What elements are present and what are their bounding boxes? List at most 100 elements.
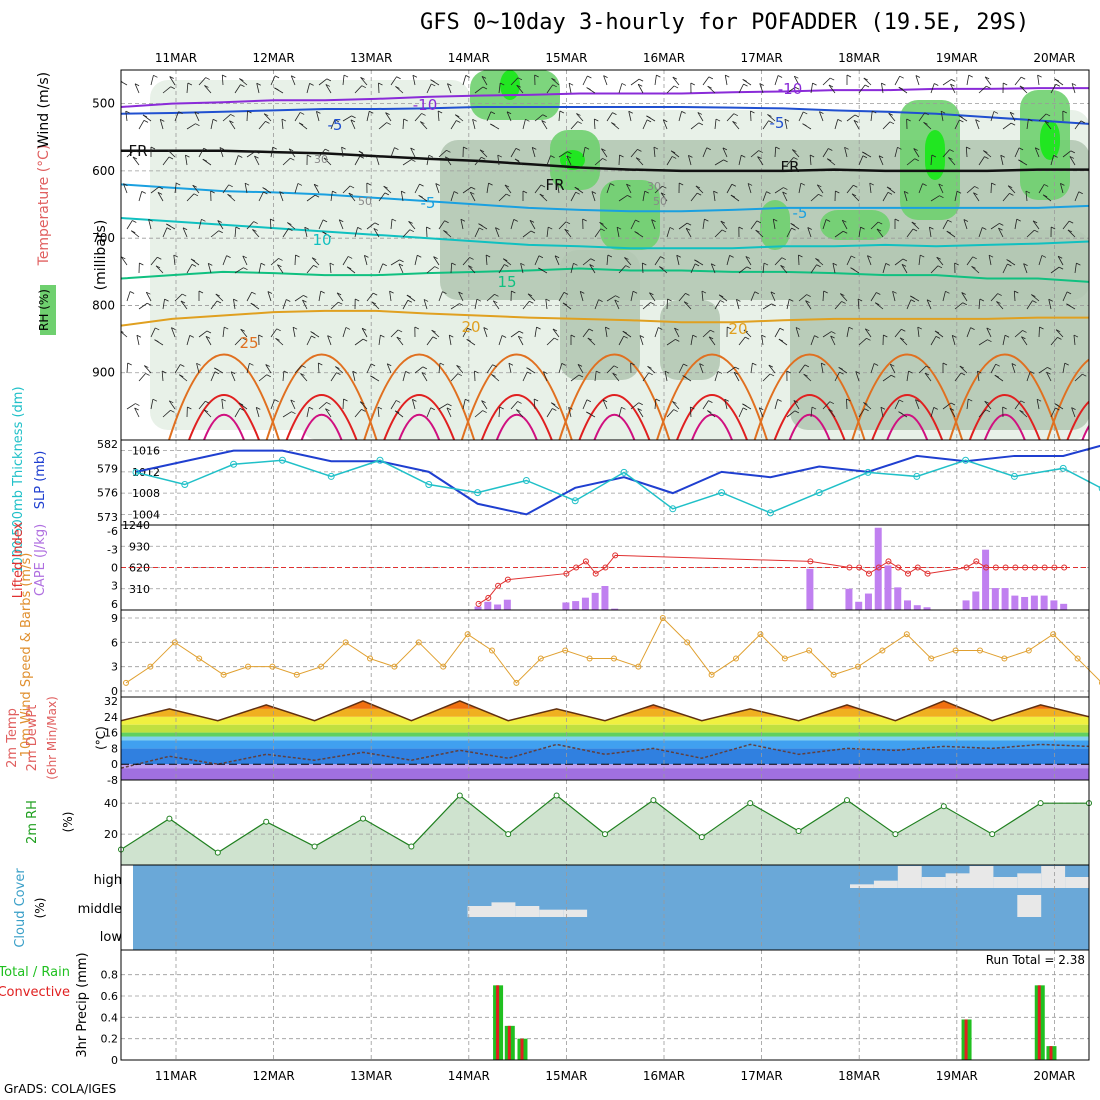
wind-barb-flag bbox=[951, 79, 956, 82]
wind-barb-flag bbox=[634, 231, 639, 234]
contour-label: -5 bbox=[793, 204, 808, 222]
wind-barb-flag bbox=[653, 146, 659, 150]
wind-barb-flag bbox=[472, 118, 477, 122]
wind-barb-flag bbox=[359, 155, 365, 159]
wind-barb-flag bbox=[421, 113, 426, 116]
wind-barb-flag bbox=[189, 335, 194, 338]
cloud-high-bar bbox=[1041, 866, 1066, 888]
wind-barb-flag bbox=[656, 74, 661, 78]
wind-barb-flag bbox=[986, 85, 991, 89]
wind-barb bbox=[618, 154, 620, 166]
wind-barb bbox=[986, 327, 992, 338]
wind-barb-flag bbox=[1055, 407, 1060, 411]
wind-barb-flag bbox=[761, 334, 766, 338]
wind-barb bbox=[780, 265, 788, 274]
isotherm-temp_m10 bbox=[121, 87, 1089, 108]
thickness-point bbox=[278, 456, 286, 464]
wind-barb-flag bbox=[987, 339, 992, 343]
wind-barb-flag bbox=[922, 183, 927, 187]
wind-barb bbox=[438, 220, 445, 230]
wind-barb-flag bbox=[290, 157, 295, 161]
wind-barb-flag bbox=[241, 337, 247, 341]
wind-barb-flag bbox=[249, 362, 254, 366]
wind-barb-flag bbox=[983, 150, 988, 153]
wind-barb-flag bbox=[383, 185, 388, 189]
wind-barb bbox=[541, 120, 548, 130]
wind-barb-flag bbox=[1055, 83, 1061, 87]
wind-barb-flag bbox=[343, 74, 349, 78]
wind-barb bbox=[554, 255, 560, 266]
top-date-label: 16MAR bbox=[643, 51, 685, 65]
wind-barb-flag bbox=[734, 366, 740, 370]
wind-barb-flag bbox=[276, 328, 281, 332]
wind-barb bbox=[437, 111, 440, 122]
wind-barb bbox=[1067, 229, 1076, 238]
wind-barb bbox=[798, 254, 800, 266]
wind-barb bbox=[123, 183, 128, 194]
wind-barb-flag bbox=[612, 112, 617, 115]
wind-barb bbox=[1037, 75, 1040, 86]
wind-speed-point bbox=[1025, 647, 1032, 654]
contour-label: FR bbox=[780, 158, 799, 176]
upper-y-tick: 500 bbox=[92, 97, 115, 111]
wind-barb-flag bbox=[669, 227, 675, 230]
wind-barb bbox=[317, 362, 320, 374]
wind-barb bbox=[378, 335, 381, 346]
wind-barb-flag bbox=[371, 301, 377, 305]
wind-barb bbox=[762, 373, 771, 382]
li-tick: -3 bbox=[107, 543, 118, 556]
wind-barb bbox=[198, 330, 208, 338]
wind-barb bbox=[582, 328, 590, 338]
wind-barb bbox=[772, 219, 776, 230]
wind-barb bbox=[534, 255, 540, 266]
wind-barb-flag bbox=[1064, 362, 1069, 366]
wind-barb-flag bbox=[615, 295, 620, 299]
li-tick: 6 bbox=[111, 598, 118, 611]
wind-barb-flag bbox=[725, 74, 730, 78]
wind-barb-flag bbox=[790, 223, 795, 226]
wind-barb-flag bbox=[411, 159, 416, 162]
wind-barb bbox=[1002, 193, 1010, 202]
cloud-high-bar bbox=[993, 877, 1018, 888]
upper-wind-label: Wind (m/s) bbox=[36, 72, 52, 148]
wind-barb-flag bbox=[708, 336, 714, 340]
thickness-point bbox=[620, 468, 628, 476]
wind-barb-flag bbox=[685, 292, 690, 296]
wind-barb-flag bbox=[848, 326, 854, 330]
wind-barb bbox=[385, 112, 392, 122]
wind-barb bbox=[498, 193, 507, 202]
wind-barb-flag bbox=[924, 112, 929, 116]
wind-barb bbox=[341, 147, 344, 158]
wind-barb-flag bbox=[605, 326, 610, 330]
wind-barb bbox=[923, 122, 932, 130]
wind-barb-flag bbox=[511, 290, 516, 294]
wind-barb bbox=[757, 156, 764, 166]
wind-barb-flag bbox=[590, 258, 595, 262]
wind-barb bbox=[666, 298, 668, 310]
wind-barb-flag bbox=[938, 183, 943, 187]
wind-barb-flag bbox=[682, 375, 687, 378]
wind-barb-flag bbox=[828, 148, 833, 151]
wind-barb-flag bbox=[686, 222, 692, 226]
wind-barb-flag bbox=[287, 222, 292, 225]
wind-barb bbox=[1011, 363, 1016, 374]
wind-barb-flag bbox=[1032, 220, 1038, 224]
wind-barb-flag bbox=[782, 191, 787, 195]
wind-barb bbox=[666, 409, 674, 418]
wind-barb bbox=[642, 191, 646, 202]
wind-barb bbox=[924, 372, 932, 382]
thickness-point bbox=[327, 472, 335, 480]
wind-barb bbox=[1002, 335, 1006, 346]
wind-barb bbox=[136, 335, 140, 346]
wind-barb bbox=[707, 85, 716, 94]
wind-speed-point bbox=[220, 671, 227, 678]
wind-barb bbox=[426, 407, 432, 418]
wind-barb-flag bbox=[270, 218, 275, 222]
wind-barb-flag bbox=[447, 83, 452, 87]
wind-barb-flag bbox=[844, 146, 849, 150]
wind-barb bbox=[258, 191, 264, 202]
wind-barb-flag bbox=[588, 328, 594, 332]
wind-barb bbox=[1062, 150, 1072, 158]
wind-barb-flag bbox=[395, 400, 401, 403]
wind-barb bbox=[867, 255, 872, 266]
